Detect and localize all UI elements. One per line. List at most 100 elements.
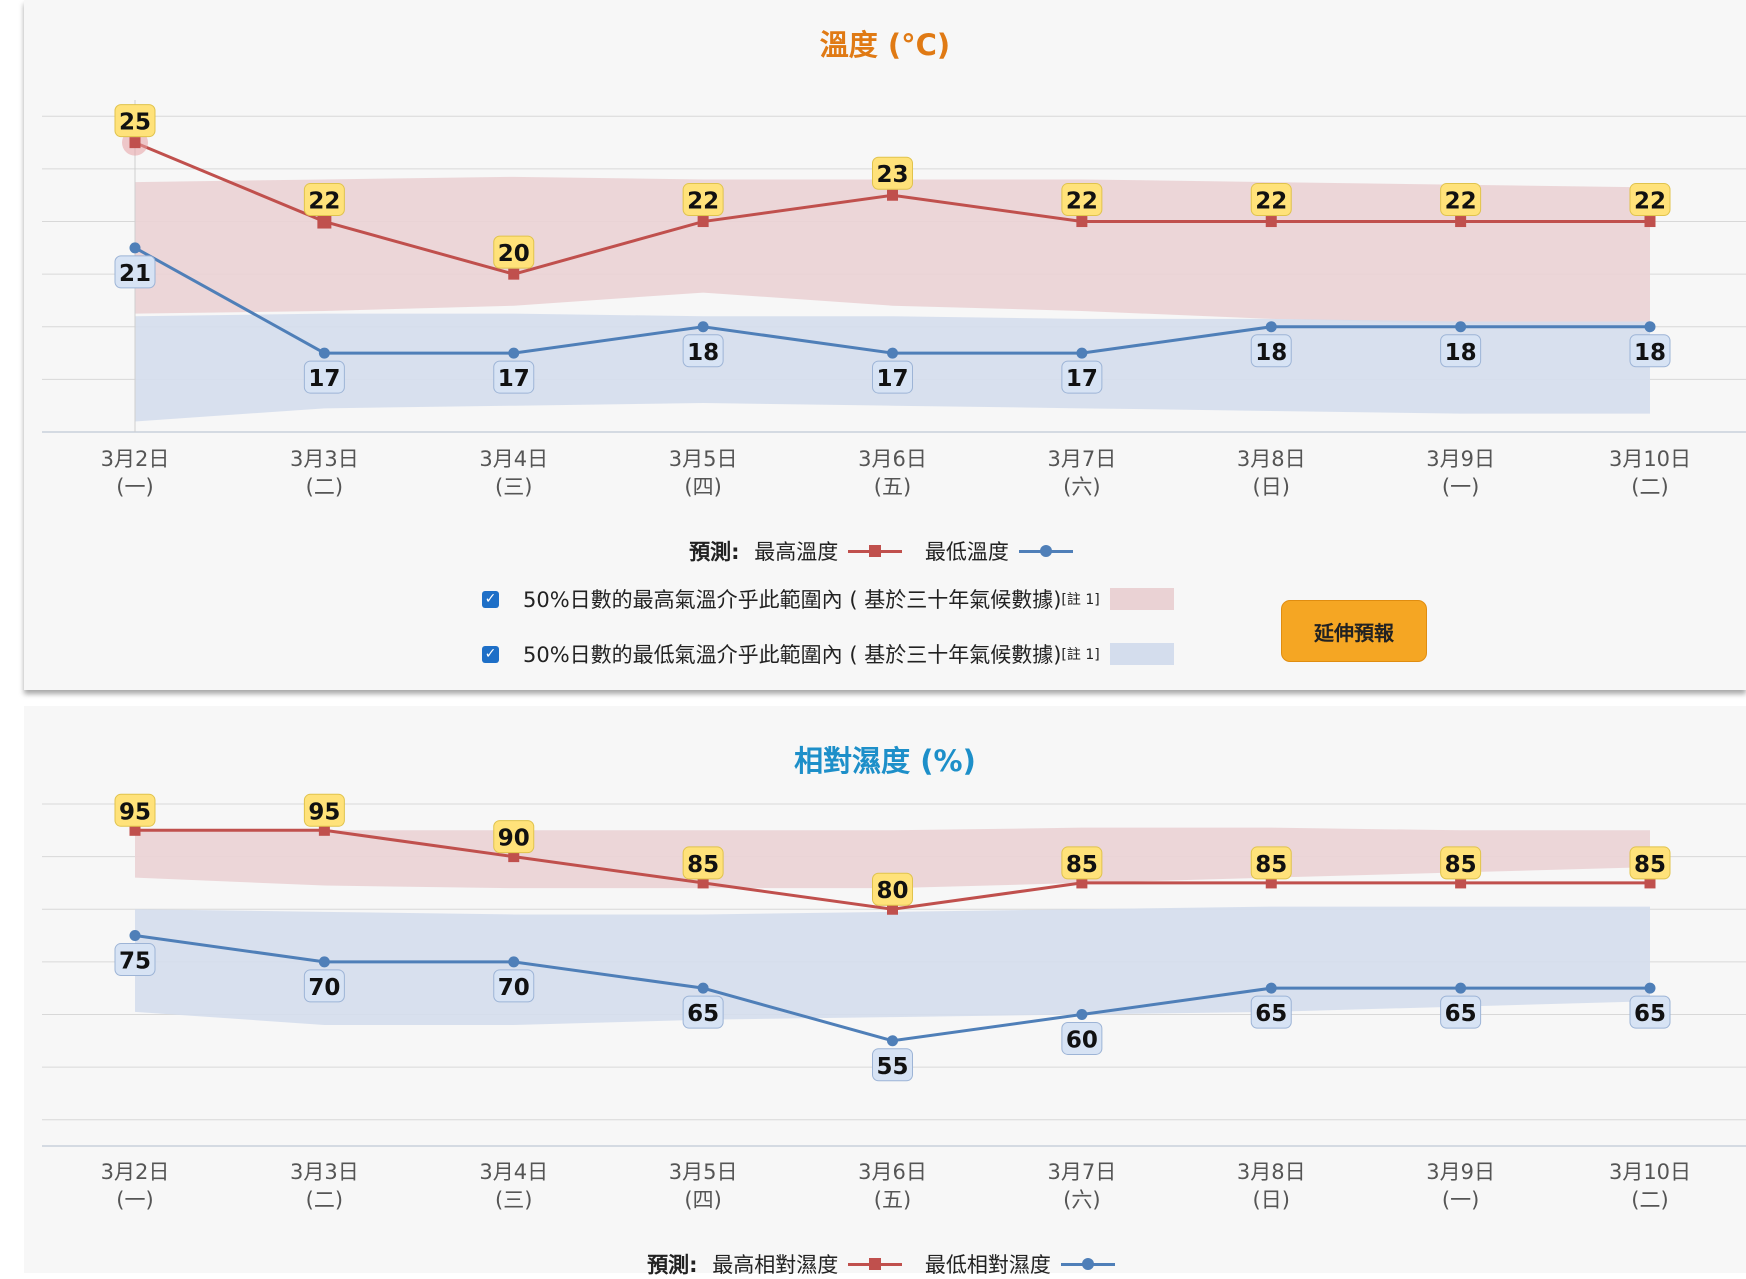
max-value-label-bg <box>493 820 535 854</box>
max-value-label: 90 <box>498 826 530 852</box>
max-value-label-bg <box>1629 183 1671 217</box>
x-tick-weekday: (六) <box>1063 475 1100 499</box>
legend-prefix: 預測: <box>689 540 740 564</box>
x-tick-label: 3月4日 <box>479 447 548 471</box>
min-value-label: 17 <box>308 366 340 392</box>
x-tick-label: 3月10日 <box>1609 1160 1691 1184</box>
min-value-label-bg <box>114 255 156 289</box>
x-tick-weekday: (二) <box>306 1188 343 1212</box>
min-value-label: 65 <box>1634 1001 1666 1027</box>
min-value-label: 65 <box>1445 1001 1477 1027</box>
extend-forecast-button[interactable]: 延伸預報 <box>1281 600 1427 662</box>
x-tick-weekday: (五) <box>874 1188 911 1212</box>
min-value-label-bg <box>1061 1021 1103 1055</box>
max-value-label: 20 <box>498 241 530 267</box>
max-value-label: 85 <box>687 852 719 878</box>
max-value-label-bg <box>493 235 535 269</box>
max-value-label: 22 <box>687 189 719 215</box>
legend-max-humidity[interactable]: 最高相對濕度 <box>712 1249 903 1279</box>
humidity-chart: 95 95 90 85 80 85 85 85 85 75 70 70 65 55 60 65 65 65 3月2日… <box>42 793 1746 1212</box>
max-value-label-bg <box>1250 183 1292 217</box>
x-tick-label: 3月7日 <box>1048 447 1117 471</box>
min-point-marker <box>1455 321 1467 333</box>
min-value-label-bg <box>1440 995 1482 1029</box>
max-value-label: 85 <box>1066 852 1098 878</box>
max-value-label-bg <box>1061 846 1103 880</box>
max-point-marker <box>1265 216 1277 228</box>
max-value-label: 22 <box>1634 189 1666 215</box>
min-point-marker <box>1076 1008 1088 1020</box>
max-point-marker <box>129 824 141 836</box>
temperature-chart-card: 25 22 20 22 23 22 22 22 22 21 17 17 18 17 17 18 18 18 3月2日… <box>24 0 1746 690</box>
max-band-swatch <box>1109 588 1174 610</box>
min-value-label: 65 <box>1255 1001 1287 1027</box>
max-point-marker <box>318 824 330 836</box>
max-point-marker <box>1455 877 1467 889</box>
humidity-chart-title: 相對濕度 (%) <box>794 744 976 778</box>
x-tick-weekday: (六) <box>1063 1188 1100 1212</box>
legend-min-temp-label: 最低溫度 <box>924 540 1009 564</box>
min-point-marker <box>697 321 709 333</box>
humidity-legend: 預測: 最高相對濕度 最低相對濕度 <box>24 1249 1746 1279</box>
min-value-label: 17 <box>876 366 908 392</box>
max-value-label: 23 <box>876 162 908 188</box>
min-value-label: 70 <box>498 975 530 1001</box>
max-point-marker <box>508 268 520 280</box>
legend-max-humidity-label: 最高相對濕度 <box>712 1253 839 1277</box>
x-tick-label: 3月9日 <box>1426 1160 1495 1184</box>
min-value-label: 17 <box>1066 366 1098 392</box>
max-value-label: 85 <box>1445 852 1477 878</box>
x-tick-weekday: (一) <box>1442 1188 1479 1212</box>
max-band-checkbox[interactable]: ✓ <box>482 590 499 608</box>
x-tick-label: 3月9日 <box>1426 447 1495 471</box>
min-point-marker <box>1076 347 1088 359</box>
red-square-line-icon <box>848 1257 903 1270</box>
x-tick-label: 3月7日 <box>1048 1160 1117 1184</box>
x-tick-weekday: (日) <box>1253 1188 1290 1212</box>
legend-min-humidity[interactable]: 最低相對濕度 <box>925 1249 1115 1279</box>
min-value-label: 17 <box>498 366 530 392</box>
x-tick-weekday: (二) <box>1631 475 1668 499</box>
x-tick-weekday: (日) <box>1253 475 1290 499</box>
min-point-marker <box>887 1035 898 1047</box>
min-point-marker <box>1644 321 1656 333</box>
max-value-label: 22 <box>1066 189 1098 215</box>
max-point-marker <box>887 903 898 915</box>
min-value-label-bg <box>872 360 913 394</box>
temperature-chart: 25 22 20 22 23 22 22 22 22 21 17 17 18 17 17 18 18 18 3月2日… <box>42 100 1746 499</box>
x-tick-weekday: (一) <box>1442 475 1479 499</box>
min-value-label-bg <box>682 334 724 368</box>
max-band-toggle-row: ✓ 50%日數的最高氣溫介乎此範圍內 ( 基於三十年氣候數據) [註 1] <box>482 584 1174 614</box>
min-value-label-bg <box>1440 334 1482 368</box>
temperature-chart-title: 溫度 (°C) <box>819 28 951 62</box>
min-value-label: 18 <box>1634 340 1666 366</box>
min-point-marker <box>887 347 898 359</box>
x-tick-label: 3月8日 <box>1237 1160 1306 1184</box>
min-range-band <box>135 906 1650 1025</box>
max-band-note[interactable]: [註 1] <box>1061 592 1100 608</box>
min-value-label-bg <box>493 360 535 394</box>
legend-max-temp[interactable]: 最高溫度 <box>754 536 903 566</box>
min-band-checkbox[interactable]: ✓ <box>482 645 499 663</box>
min-point-marker <box>129 930 141 942</box>
max-point-marker <box>887 189 898 201</box>
min-value-label: 55 <box>876 1054 908 1080</box>
min-point-marker <box>318 956 330 968</box>
max-point-marker <box>1644 216 1656 228</box>
max-value-label-bg <box>1440 846 1482 880</box>
max-value-label: 22 <box>1445 189 1477 215</box>
max-value-label: 22 <box>1255 189 1287 215</box>
min-value-label-bg <box>872 1048 913 1082</box>
max-value-label: 85 <box>1255 852 1287 878</box>
min-value-label: 18 <box>687 340 719 366</box>
min-point-marker <box>1265 321 1277 333</box>
min-value-label: 75 <box>119 949 151 975</box>
min-value-label: 70 <box>308 975 340 1001</box>
x-tick-weekday: (三) <box>495 475 532 499</box>
min-point-marker <box>1265 982 1277 994</box>
min-value-label: 18 <box>1445 340 1477 366</box>
legend-min-temp[interactable]: 最低溫度 <box>925 536 1073 566</box>
min-band-note[interactable]: [註 1] <box>1061 647 1100 663</box>
max-point-marker <box>697 877 709 889</box>
min-band-label: 50%日數的最低氣溫介乎此範圍內 ( 基於三十年氣候數據) <box>523 643 1062 667</box>
